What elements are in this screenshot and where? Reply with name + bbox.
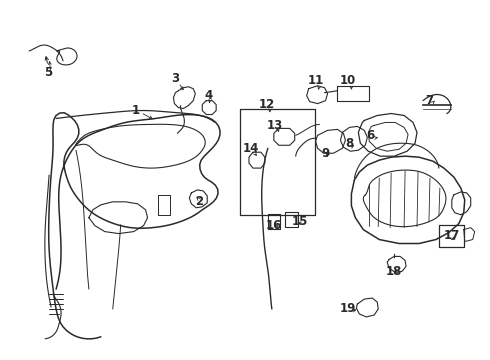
Text: 14: 14 [243, 142, 259, 155]
Text: 12: 12 [259, 98, 275, 111]
Text: 8: 8 [345, 137, 353, 150]
Text: 3: 3 [172, 72, 179, 85]
Text: 9: 9 [321, 147, 330, 160]
Text: 11: 11 [307, 74, 324, 87]
Text: 4: 4 [204, 89, 212, 102]
Text: 18: 18 [386, 265, 402, 278]
Text: 10: 10 [339, 74, 356, 87]
Text: 1: 1 [131, 104, 140, 117]
Text: 17: 17 [444, 229, 460, 242]
Text: 15: 15 [292, 215, 308, 228]
Text: 13: 13 [267, 119, 283, 132]
Text: 16: 16 [266, 219, 282, 232]
Text: 7: 7 [425, 94, 433, 107]
Text: 2: 2 [195, 195, 203, 208]
Text: 6: 6 [366, 129, 374, 142]
Text: 5: 5 [44, 66, 52, 79]
Text: 19: 19 [339, 302, 356, 315]
